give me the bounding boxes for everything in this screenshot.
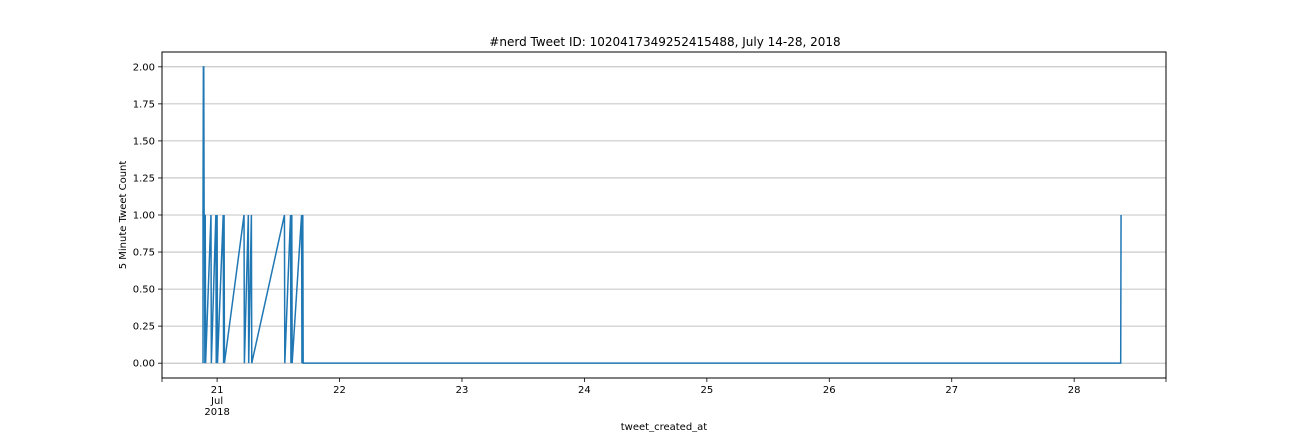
x-tick-sublabel-year: 2018: [204, 407, 229, 418]
y-axis: 0.00 0.25 0.50 0.75 1.00 1.25 1.50 1.75 2.00: [133, 62, 162, 370]
x-tick-label: 22: [333, 385, 346, 396]
x-tick-sublabel-month: Jul: [210, 396, 223, 407]
x-tick-label: 25: [700, 385, 713, 396]
y-tick-label: 1.00: [133, 211, 155, 222]
x-tick-label: 21: [211, 385, 224, 396]
y-tick-label: 0.00: [133, 359, 155, 370]
y-axis-label: 5 Minute Tweet Count: [118, 161, 129, 270]
x-tick-label: 27: [945, 385, 958, 396]
x-tick-label: 26: [823, 385, 836, 396]
y-tick-label: 2.00: [133, 62, 155, 73]
grid: [162, 66, 1166, 364]
y-tick-label: 0.25: [133, 322, 155, 333]
series-line-0: [202, 66, 1122, 364]
x-axis-label: tweet_created_at: [621, 422, 708, 432]
x-tick-label: 23: [456, 385, 469, 396]
y-tick-label: 1.75: [133, 99, 155, 110]
series-layer: [202, 66, 1122, 364]
y-tick-label: 1.25: [133, 173, 155, 184]
y-tick-label: 0.75: [133, 248, 155, 259]
y-tick-label: 0.50: [133, 285, 155, 296]
x-tick-label: 24: [578, 385, 591, 396]
chart-title: #nerd Tweet ID: 1020417349252415488, Jul…: [489, 35, 840, 49]
y-tick-label: 1.50: [133, 136, 155, 147]
x-tick-label: 28: [1068, 385, 1081, 396]
